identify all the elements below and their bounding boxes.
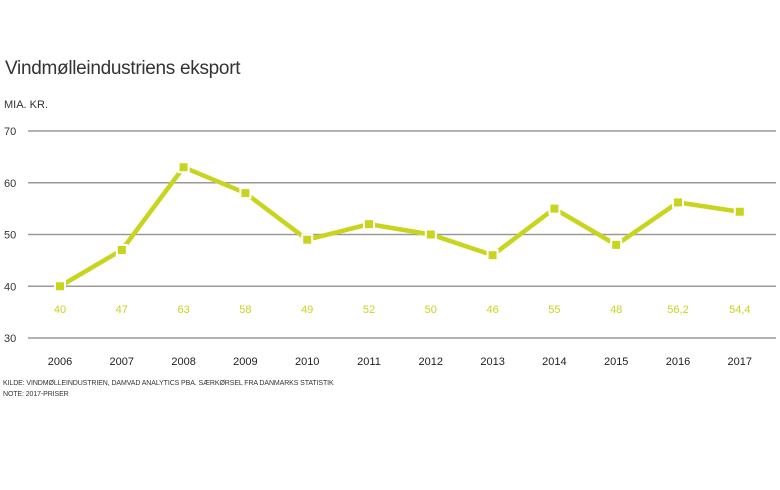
data-point <box>117 246 126 255</box>
data-label: 55 <box>548 304 560 316</box>
series-line <box>58 164 741 289</box>
y-axis-unit-label: MIA. KR. <box>4 99 49 111</box>
data-point <box>735 207 744 216</box>
data-point <box>612 240 621 249</box>
x-tick-label: 2013 <box>480 356 504 368</box>
x-tick-label: 2007 <box>110 356 134 368</box>
x-tick-label: 2010 <box>295 356 319 368</box>
source-note: KILDE: VINDMØLLEINDUSTRIEN, DAMVAD ANALY… <box>3 380 334 387</box>
data-point <box>550 204 559 213</box>
x-tick-label: 2012 <box>419 356 443 368</box>
data-label: 49 <box>301 304 313 316</box>
data-point <box>488 251 497 260</box>
data-label: 54,4 <box>729 304 750 316</box>
chart-title: Vindmølleindustriens eksport <box>5 58 241 79</box>
data-point <box>365 220 373 229</box>
x-tick-label: 2006 <box>48 356 72 368</box>
x-tick-label: 2011 <box>357 356 381 368</box>
data-point <box>56 282 64 291</box>
x-tick-label: 2009 <box>233 356 257 368</box>
x-tick-label: 2014 <box>542 356 566 368</box>
price-note: NOTE: 2017-PRISER <box>3 391 69 398</box>
data-point <box>674 198 682 207</box>
x-tick-label: 2016 <box>666 356 690 368</box>
x-tick-label: 2015 <box>604 356 628 368</box>
x-tick-label: 2017 <box>728 356 752 368</box>
data-label: 46 <box>486 304 498 316</box>
data-label: 50 <box>425 304 437 316</box>
y-tick-label: 60 <box>4 178 16 190</box>
data-label: 58 <box>239 304 251 316</box>
data-point <box>241 189 250 198</box>
y-tick-label: 70 <box>4 126 16 138</box>
data-label: 63 <box>177 304 189 316</box>
data-point <box>179 163 188 172</box>
y-tick-label: 50 <box>4 230 16 242</box>
x-tick-label: 2008 <box>171 356 195 368</box>
data-label: 48 <box>610 304 622 316</box>
data-label: 47 <box>116 304 128 316</box>
y-tick-label: 40 <box>4 281 16 293</box>
data-point <box>303 235 312 244</box>
data-label: 56,2 <box>667 304 688 316</box>
data-label: 52 <box>363 304 375 316</box>
data-point <box>426 230 435 239</box>
y-tick-label: 30 <box>4 333 16 345</box>
data-label: 40 <box>54 304 66 316</box>
